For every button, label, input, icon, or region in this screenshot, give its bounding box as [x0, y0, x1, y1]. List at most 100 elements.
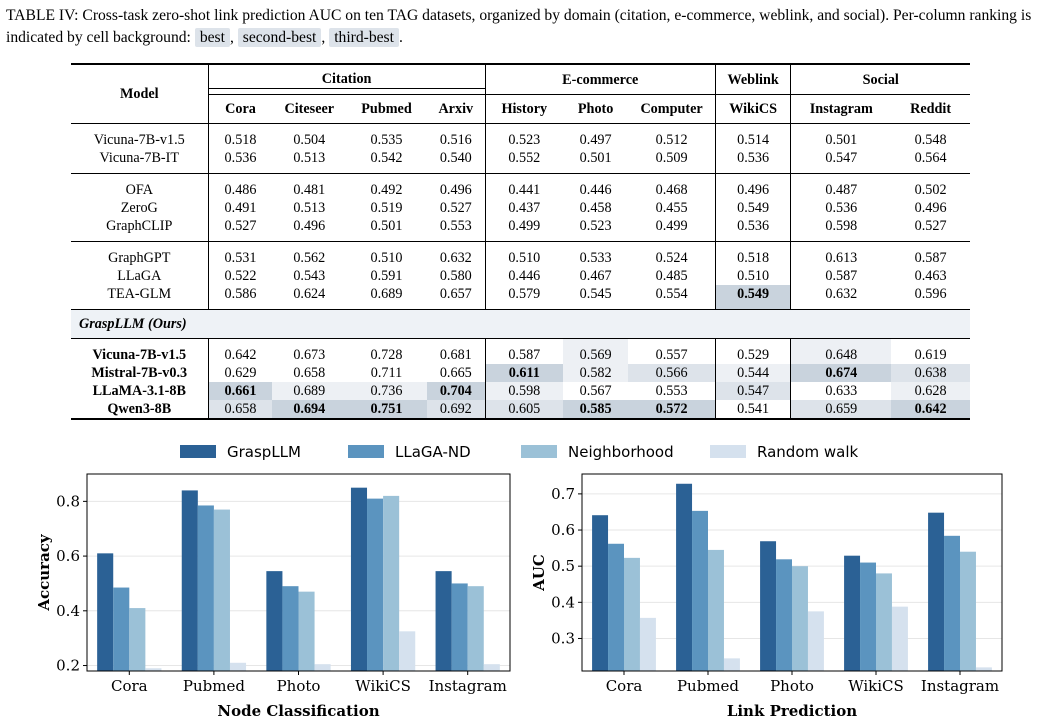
value-cell: 0.619 [914, 347, 947, 363]
model-name-cell: LLaGA [71, 267, 209, 285]
column-header-instagram: Instagram [790, 94, 892, 124]
bar-neighborhood-pubmed [213, 509, 230, 671]
value-cell: 0.642 [891, 400, 970, 420]
value-cell: 0.533 [562, 241, 629, 267]
value-cell: 0.598 [825, 218, 858, 234]
bar-llaga-nd-pubmed [197, 505, 214, 671]
model-name-cell: OFA [71, 173, 209, 199]
legend-label: LLaGA-ND [395, 443, 471, 461]
results-table: Model Citation E-commerce Weblink Social… [71, 63, 970, 420]
value-cell: 0.661 [208, 382, 273, 400]
node-classification-chart: 0.2 0.4 0.6 0.8 Cora Pubmed Photo WikiCS Instagr… [35, 473, 511, 720]
value-cell: 0.673 [293, 347, 326, 363]
legend-swatch [348, 445, 384, 458]
value-cell: 0.516 [426, 123, 486, 149]
value-cell: 0.728 [370, 347, 403, 363]
bar-random-walk-pubmed [723, 658, 740, 671]
value-cell: 0.543 [293, 268, 326, 284]
value-cell: 0.692 [426, 400, 486, 420]
value-cell: 0.446 [562, 173, 629, 199]
value-cell: 0.549 [715, 285, 792, 310]
value-cell: 0.638 [891, 364, 970, 382]
column-header-wikics: WikiCS [715, 94, 792, 124]
value-cell: 0.518 [224, 132, 257, 148]
value-cell: 0.513 [293, 150, 326, 166]
value-cell: 0.751 [346, 400, 427, 420]
table-row: Vicuna-7B-IT 0.536 0.513 0.542 0.540 0.552 0.5… [71, 149, 970, 174]
bar-llaga-nd-wikics [860, 562, 876, 671]
value-cell: 0.552 [508, 150, 541, 166]
value-cell: 0.437 [508, 200, 541, 216]
column-header-photo: Photo [562, 94, 629, 124]
value-cell: 0.585 [562, 400, 629, 420]
link-prediction-chart: 0.3 0.4 0.5 0.6 0.7 Cora Pubmed Photo WikiCS Inst… [530, 473, 1003, 720]
y-tick-label: 0.6 [551, 521, 575, 539]
value-cell: 0.611 [485, 364, 563, 382]
value-cell: 0.658 [208, 400, 273, 420]
bar-llaga-nd-instagram [944, 535, 960, 671]
y-tick-label: 0.7 [551, 485, 575, 503]
group-citation: Citation [208, 64, 486, 95]
value-cell: 0.681 [426, 338, 486, 364]
value-cell: 0.547 [715, 382, 792, 400]
value-cell: 0.536 [224, 150, 257, 166]
bar-neighborhood-wikics [876, 573, 892, 671]
table-row: Mistral-7B-v0.3 0.629 0.658 0.711 0.665 0.611… [71, 364, 970, 382]
bar-random-walk-wikics [891, 606, 908, 671]
legend-label: Random walk [757, 443, 859, 461]
value-cell: 0.541 [715, 400, 792, 420]
second-best-chip: second-best [237, 28, 322, 47]
value-cell: 0.510 [485, 241, 563, 267]
bar-random-walk-instagram [483, 664, 500, 671]
y-tick-label: 0.2 [56, 657, 80, 675]
legend-label: GraspLLM [227, 443, 301, 461]
value-cell: 0.567 [579, 383, 612, 399]
value-cell: 0.536 [825, 200, 858, 216]
value-cell: 0.540 [426, 149, 486, 174]
value-cell: 0.514 [715, 123, 792, 149]
y-tick-label: 0.5 [551, 557, 575, 575]
model-name-cell: Mistral-7B-v0.3 [71, 364, 209, 382]
bar-llaga-nd-cora [608, 543, 624, 671]
column-header-arxiv: Arxiv [426, 94, 486, 124]
legend-swatch [710, 445, 746, 458]
x-tick-label: Pubmed [183, 677, 245, 695]
bar-neighborhood-pubmed [708, 549, 724, 671]
value-cell: 0.628 [891, 382, 970, 400]
third-best-chip: third-best [329, 28, 399, 47]
y-tick-label: 0.4 [551, 593, 575, 611]
column-header-cora: Cora [208, 94, 273, 124]
value-cell: 0.527 [224, 218, 257, 234]
bar-random-walk-cora [145, 668, 162, 671]
y-tick-label: 0.4 [56, 602, 80, 620]
x-tick-label: Photo [770, 677, 814, 695]
bar-llaga-nd-photo [282, 586, 299, 671]
bar-neighborhood-photo [298, 591, 315, 671]
value-cell: 0.485 [628, 267, 716, 285]
value-cell: 0.586 [224, 286, 257, 302]
value-cell: 0.513 [293, 200, 326, 216]
value-cell: 0.566 [628, 364, 716, 382]
value-cell: 0.523 [508, 132, 541, 148]
value-cell: 0.545 [579, 286, 612, 302]
x-tick-label: Instagram [429, 677, 507, 695]
value-cell: 0.554 [628, 285, 716, 310]
value-cell: 0.591 [370, 268, 403, 284]
table-row: Vicuna-7B-v1.5 0.642 0.673 0.728 0.681 0.587 0… [71, 338, 970, 364]
value-cell: 0.549 [715, 199, 792, 217]
x-tick-label: WikiCS [355, 677, 411, 695]
value-cell: 0.501 [579, 150, 612, 166]
table-row: TEA-GLM 0.586 0.624 0.689 0.657 0.579 0.545 0.5… [71, 285, 970, 310]
bar-random-walk-wikics [399, 631, 416, 671]
bar-neighborhood-photo [792, 566, 808, 671]
legend-swatch [180, 445, 216, 458]
value-cell: 0.579 [508, 286, 541, 302]
value-cell: 0.523 [579, 218, 612, 234]
value-cell: 0.736 [346, 382, 427, 400]
value-cell: 0.624 [293, 286, 326, 302]
table-row: GraphCLIP 0.527 0.496 0.501 0.553 0.499 0.523 0… [71, 217, 970, 242]
legend-label: Neighborhood [568, 443, 674, 461]
value-cell: 0.689 [370, 286, 403, 302]
model-name-cell: LLaMA-3.1-8B [71, 382, 209, 400]
value-cell: 0.657 [426, 285, 486, 310]
